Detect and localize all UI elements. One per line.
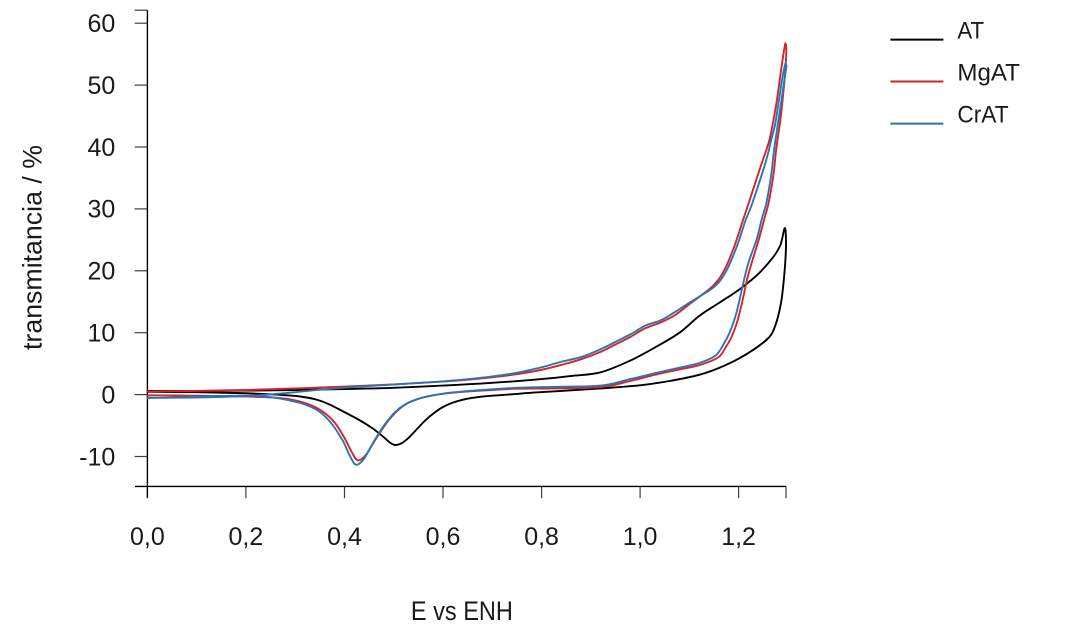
svg-text:0,2: 0,2 [229, 523, 264, 551]
svg-text:1,2: 1,2 [721, 523, 756, 551]
svg-text:transmitancia / %: transmitancia / % [18, 145, 48, 350]
svg-text:0,0: 0,0 [130, 523, 165, 551]
svg-text:0: 0 [101, 381, 115, 409]
svg-text:0,8: 0,8 [524, 523, 559, 551]
svg-text:MgAT: MgAT [957, 60, 1020, 87]
svg-text:1,0: 1,0 [623, 523, 658, 551]
svg-text:AT: AT [957, 18, 984, 45]
svg-text:CrAT: CrAT [957, 102, 1009, 129]
svg-text:10: 10 [87, 320, 115, 348]
svg-text:-10: -10 [79, 443, 115, 471]
svg-text:30: 30 [87, 196, 115, 224]
svg-text:0,4: 0,4 [327, 523, 362, 551]
svg-text:50: 50 [87, 72, 115, 100]
svg-text:20: 20 [87, 258, 115, 286]
svg-text:0,6: 0,6 [426, 523, 461, 551]
svg-text:40: 40 [87, 134, 115, 162]
svg-text:E vs ENH: E vs ENH [411, 596, 513, 626]
svg-text:60: 60 [87, 10, 115, 38]
